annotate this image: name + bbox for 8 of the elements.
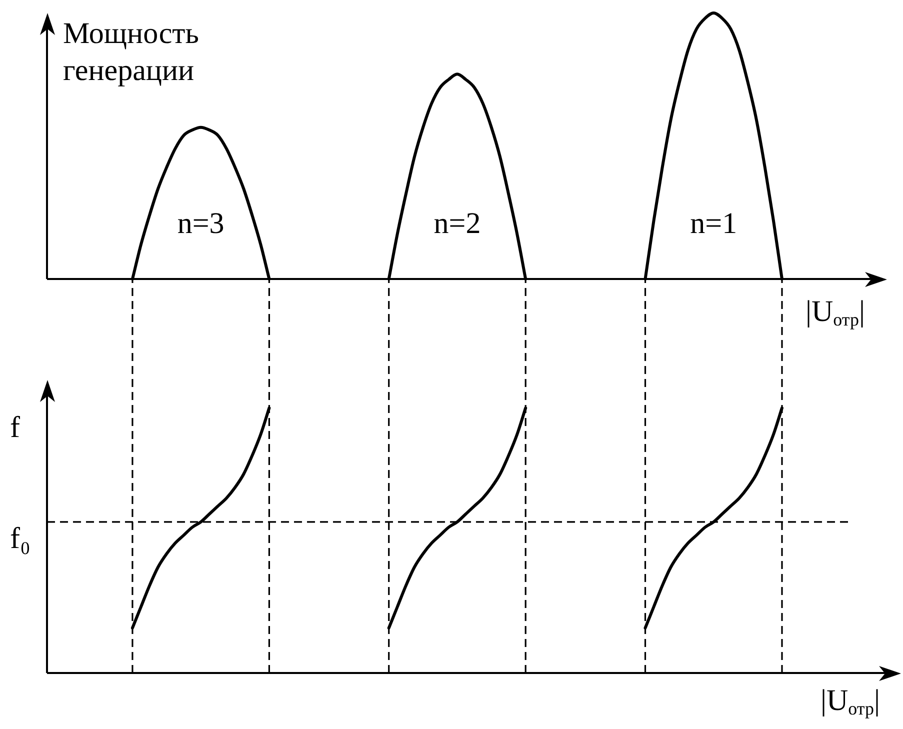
ref-line-label: f₀ [10,522,30,555]
series-label: n=2 [434,207,481,240]
x-axis-title: |U$_{отр}$| [805,295,865,330]
series-label: n=1 [690,207,738,240]
series-label: n=3 [177,207,224,240]
x-axis-title: |U$_{отр}$| [820,684,880,718]
y-axis-title: f [10,411,20,444]
y-axis-title: Мощность генерации [63,17,199,87]
